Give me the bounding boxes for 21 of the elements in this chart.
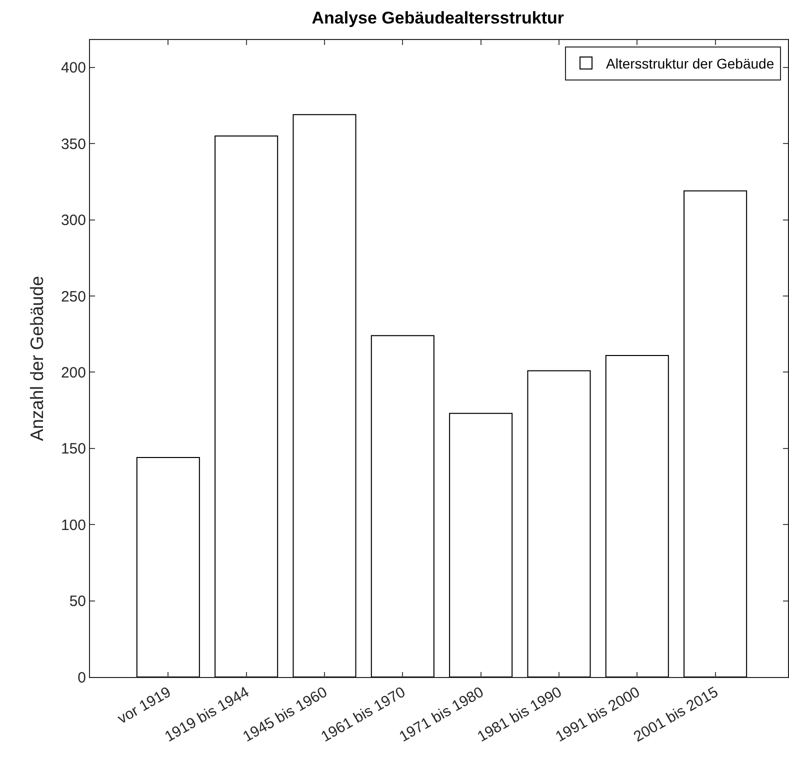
legend-label: Altersstruktur der Gebäude: [606, 55, 774, 72]
y-tick-label: 400: [60, 60, 86, 77]
x-tick-label: vor 1919: [114, 684, 174, 728]
y-tick-label: 350: [60, 136, 86, 153]
bar: [527, 370, 591, 677]
bar: [449, 412, 513, 677]
chart-title: Analyse Gebäudealtersstruktur: [312, 8, 564, 28]
y-tick-label: 250: [60, 288, 86, 306]
bar: [605, 354, 669, 677]
bar: [136, 457, 200, 677]
y-axis-title: Anzahl der Gebäude: [27, 276, 48, 442]
y-tick-label: 50: [69, 593, 86, 610]
y-tick-label: 150: [60, 440, 86, 458]
y-tick-label: 100: [60, 516, 86, 534]
y-tick-label: 300: [60, 212, 86, 230]
bar: [292, 114, 356, 677]
bar: [214, 136, 278, 677]
bar: [684, 190, 748, 677]
y-tick-label: 0: [78, 669, 86, 686]
bar: [370, 335, 434, 677]
y-tick-label: 200: [60, 364, 86, 382]
